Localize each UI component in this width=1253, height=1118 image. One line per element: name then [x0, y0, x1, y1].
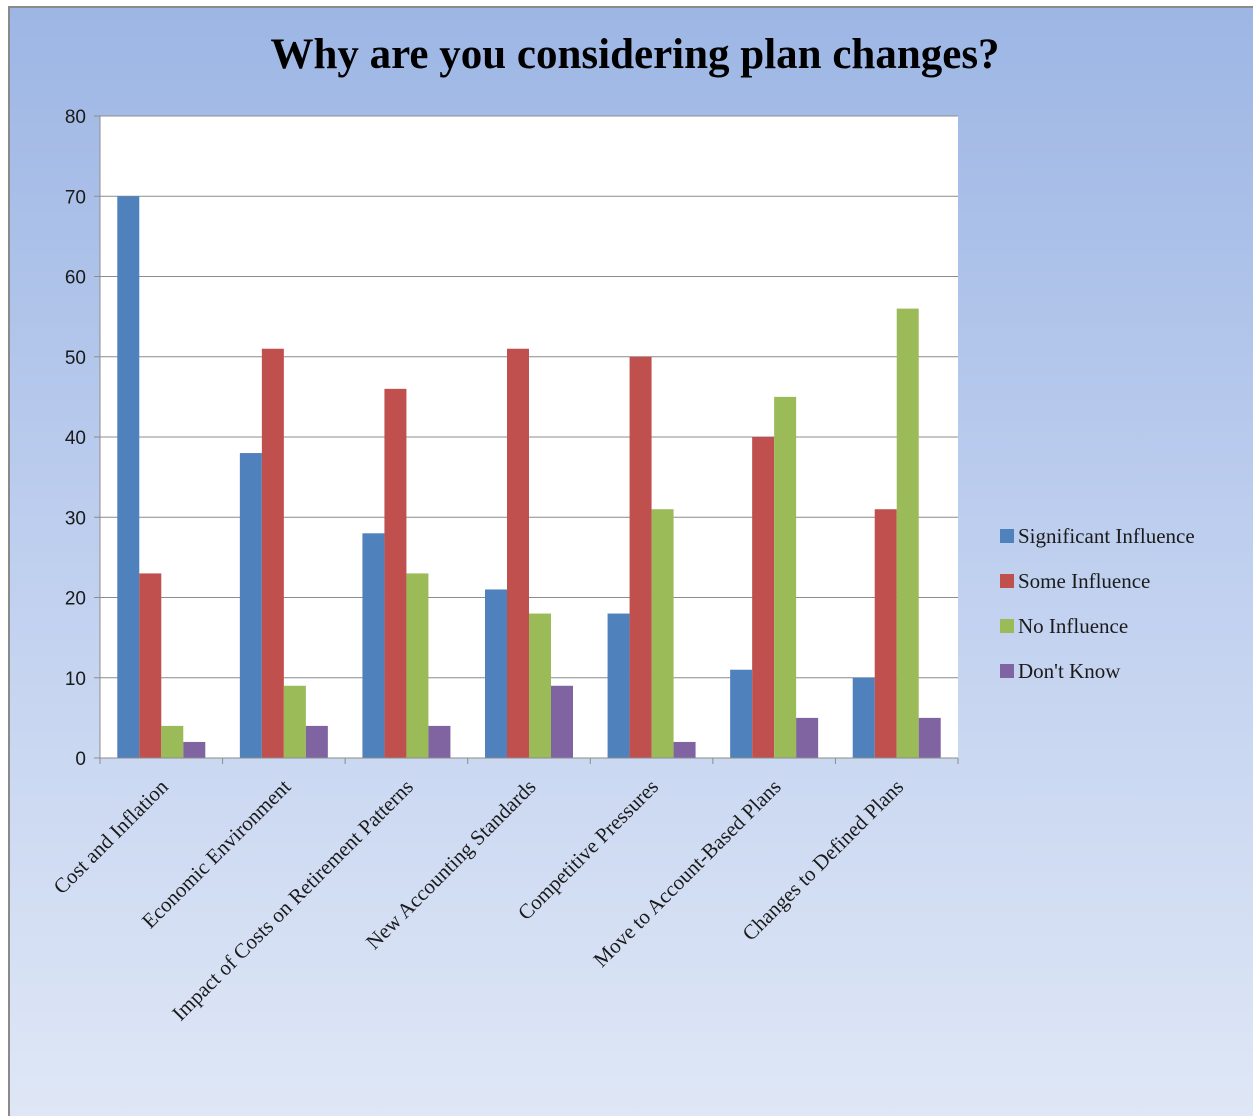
legend-item: Some Influence — [1000, 569, 1150, 593]
bar — [551, 685, 573, 758]
legend-swatch — [1000, 574, 1014, 588]
x-category-label: Impact of Costs on Retirement Patterns — [167, 775, 418, 1026]
bar — [117, 196, 140, 758]
legend-label: Some Influence — [1018, 569, 1150, 593]
bars — [117, 196, 941, 758]
y-tick-label: 80 — [65, 107, 86, 128]
bar — [384, 388, 407, 758]
bar — [261, 348, 284, 758]
chart-title: Why are you considering plan changes? — [270, 31, 999, 78]
bar — [239, 453, 262, 758]
legend-label: No Influence — [1018, 614, 1128, 638]
y-tick-label: 40 — [65, 428, 86, 449]
legend: Significant Influence Some Influence No In… — [1000, 524, 1195, 683]
bar-chart: Why are you considering plan changes? 0 1… — [49, 31, 1195, 1025]
bar — [774, 396, 797, 758]
bar — [796, 717, 819, 758]
chart-frame: Why are you considering plan changes? 0 1… — [8, 6, 1253, 1116]
y-tick-label: 60 — [65, 268, 86, 289]
legend-swatch — [1000, 529, 1014, 543]
bar — [139, 573, 162, 758]
bar — [918, 717, 941, 758]
y-tick-label: 70 — [65, 187, 86, 208]
x-category-label: Cost and Inflation — [49, 774, 174, 899]
bar — [283, 685, 306, 758]
bar — [752, 437, 775, 758]
bar — [305, 725, 328, 758]
legend-swatch — [1000, 664, 1014, 678]
legend-swatch — [1000, 619, 1014, 633]
bar — [651, 509, 674, 758]
bar — [673, 741, 696, 758]
legend-item: Significant Influence — [1000, 524, 1195, 548]
bar — [607, 613, 630, 758]
y-tick-label: 20 — [65, 589, 86, 610]
y-axis-ticks: 0 10 20 30 40 50 60 70 80 — [65, 107, 86, 770]
y-tick-label: 30 — [65, 508, 86, 529]
y-tick-label: 50 — [65, 348, 86, 369]
legend-item: Don't Know — [1000, 659, 1121, 683]
y-tick-label: 10 — [65, 669, 86, 690]
bar — [852, 677, 875, 758]
bar — [406, 573, 429, 758]
bar — [161, 725, 184, 758]
bar — [896, 308, 919, 758]
bar — [428, 725, 451, 758]
bar — [529, 613, 551, 758]
bar — [629, 356, 652, 758]
bar — [362, 533, 385, 758]
legend-label: Don't Know — [1018, 659, 1121, 683]
bar — [730, 669, 753, 758]
legend-label: Significant Influence — [1018, 524, 1195, 548]
bar — [507, 348, 529, 758]
legend-item: No Influence — [1000, 614, 1128, 638]
bar — [485, 589, 507, 758]
bar — [874, 509, 897, 758]
y-tick-label: 0 — [75, 749, 86, 770]
bar — [183, 741, 206, 758]
axes — [94, 115, 959, 764]
